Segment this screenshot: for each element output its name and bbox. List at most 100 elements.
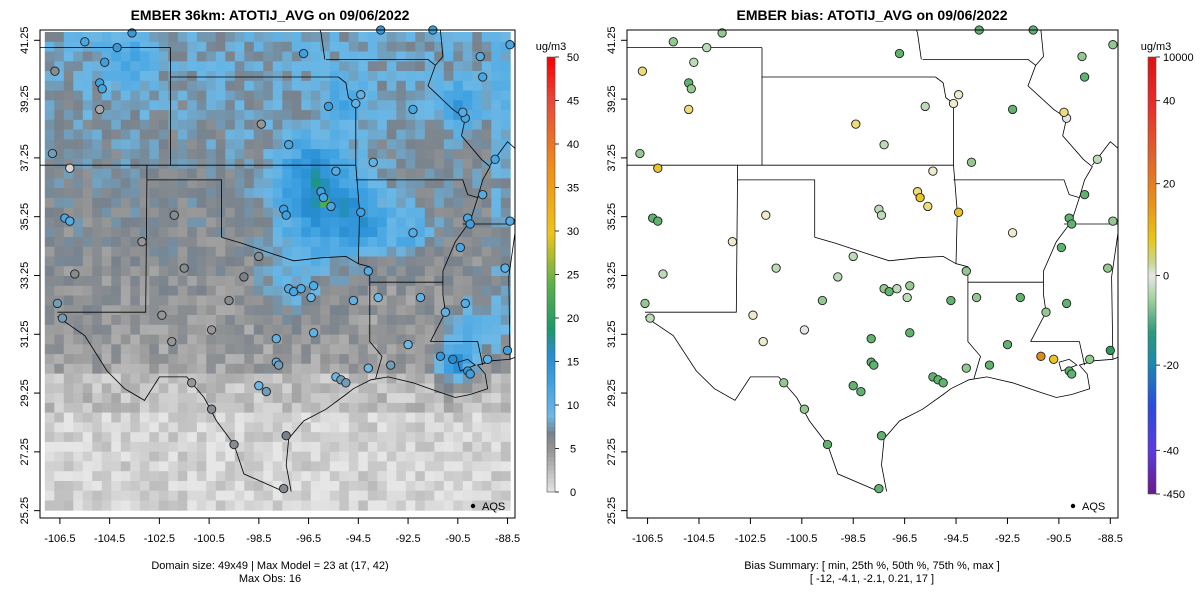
grid-cell (500, 295, 511, 306)
grid-cell (149, 393, 160, 404)
grid-cell (396, 149, 407, 160)
grid-cell (386, 393, 397, 404)
grid-cell (358, 315, 369, 326)
grid-cell (329, 139, 340, 150)
observation-point (1085, 354, 1095, 364)
observation-point (478, 72, 488, 82)
grid-cell (405, 110, 416, 121)
grid-cell (73, 168, 84, 179)
grid-cell (491, 295, 502, 306)
observation-point (748, 310, 758, 320)
state-border (285, 356, 515, 492)
grid-cell (168, 237, 179, 248)
grid-cell (82, 110, 93, 121)
observation-point (440, 307, 451, 317)
grid-cell (63, 149, 74, 160)
grid-cell (225, 100, 236, 111)
observation-point (505, 40, 515, 50)
grid-cell (206, 383, 217, 394)
grid-cell (462, 276, 473, 287)
grid-cell (44, 285, 55, 296)
grid-cell (481, 295, 492, 306)
grid-cell (73, 295, 84, 306)
observation-point (206, 325, 217, 335)
grid-cell (405, 80, 416, 91)
grid-cell (130, 383, 141, 394)
grid-cell (139, 61, 150, 72)
grid-cell (424, 90, 435, 101)
grid-cell (139, 315, 150, 326)
grid-cell (310, 178, 321, 189)
grid-cell (92, 227, 103, 238)
grid-cell (206, 422, 217, 433)
grid-cell (462, 119, 473, 130)
grid-cell (130, 237, 141, 248)
grid-cell (443, 188, 454, 199)
grid-cell (120, 168, 131, 179)
grid-cell (92, 422, 103, 433)
grid-cell (253, 227, 264, 238)
grid-cell (367, 90, 378, 101)
grid-cell (500, 119, 511, 130)
grid-cell (177, 393, 188, 404)
grid-cell (244, 276, 255, 287)
observation-point (1092, 154, 1103, 164)
grid-cell (453, 119, 464, 130)
grid-cell (301, 373, 312, 384)
grid-cell (111, 471, 122, 482)
grid-cell (320, 246, 331, 257)
grid-cell (367, 383, 378, 394)
grid-cell (215, 383, 226, 394)
state-border (221, 236, 359, 265)
colorbar-segment (547, 231, 555, 236)
grid-cell (396, 481, 407, 492)
observation-point (902, 292, 912, 303)
grid-cell (253, 471, 264, 482)
grid-cell (396, 441, 407, 453)
grid-cell (82, 227, 93, 238)
grid-cell (92, 344, 103, 355)
grid-cell (158, 305, 169, 316)
grid-cell (253, 402, 264, 414)
colorbar-segment (547, 348, 555, 354)
observation-point (866, 334, 876, 344)
observation-point (635, 148, 645, 159)
grid-cell (73, 324, 84, 335)
grid-cell (177, 51, 188, 62)
grid-cell (139, 197, 150, 209)
grid-cell (139, 402, 150, 414)
colorbar-segment (547, 370, 555, 375)
grid-cell (443, 110, 454, 121)
grid-cell (367, 256, 378, 267)
grid-cell (263, 149, 274, 160)
grid-cell (358, 71, 369, 82)
grid-cell (377, 490, 388, 501)
grid-cell (348, 354, 359, 365)
grid-cell (215, 256, 226, 267)
grid-cell (367, 246, 378, 257)
grid-cell (263, 305, 274, 316)
grid-cell (177, 197, 188, 209)
grid-cell (310, 168, 321, 179)
grid-cell (310, 334, 321, 345)
grid-cell (225, 276, 236, 287)
grid-cell (339, 471, 350, 482)
grid-cell (348, 481, 359, 492)
grid-cell (481, 373, 492, 384)
grid-cell (225, 158, 236, 170)
grid-cell (367, 207, 378, 218)
grid-cell (291, 207, 302, 218)
grid-cell (54, 32, 65, 43)
grid-cell (329, 227, 340, 238)
observation-point (1036, 351, 1046, 361)
grid-cell (396, 402, 407, 414)
grid-cell (339, 80, 350, 91)
grid-cell (291, 61, 302, 72)
grid-cell (396, 383, 407, 394)
colorbar-segment (547, 278, 555, 284)
grid-cell (196, 363, 207, 374)
grid-cell (282, 402, 293, 414)
grid-cell (73, 422, 84, 433)
grid-cell (310, 158, 321, 170)
grid-cell (282, 412, 293, 423)
